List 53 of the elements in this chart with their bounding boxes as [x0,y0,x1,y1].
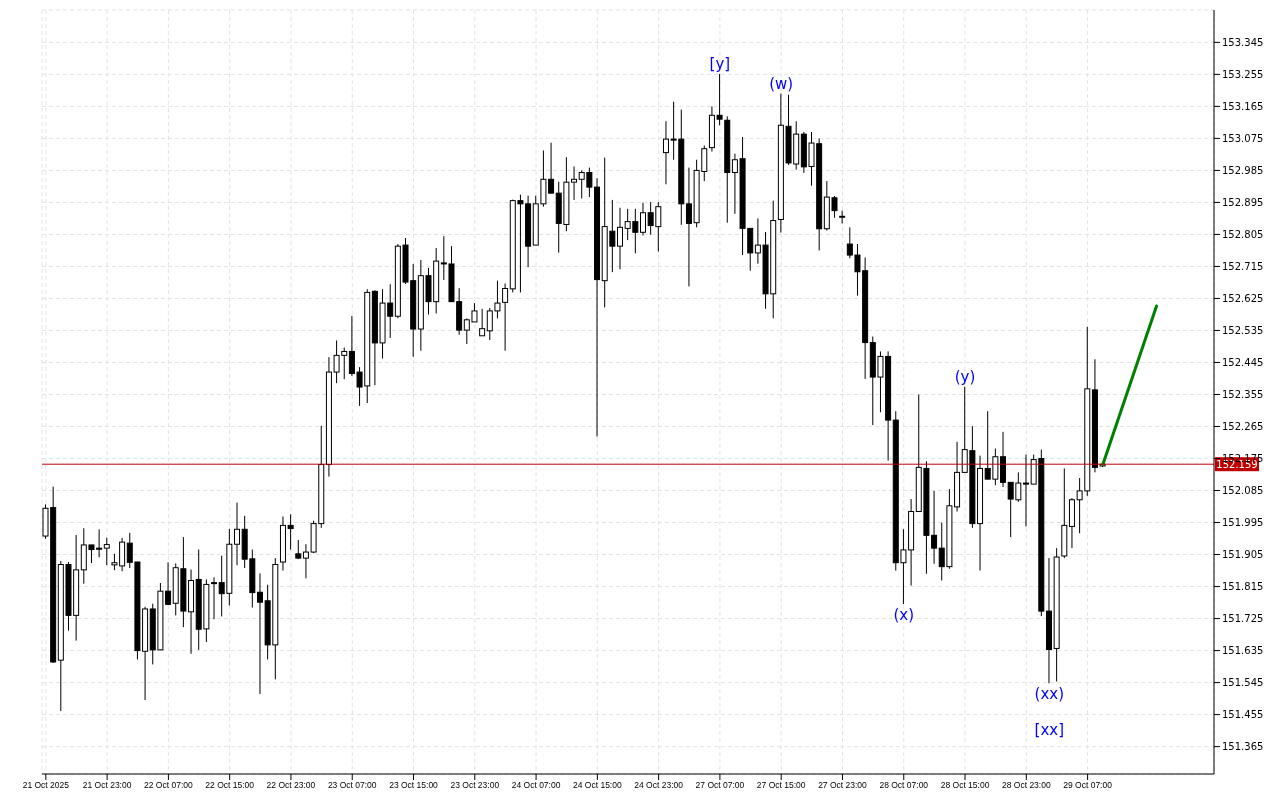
y-tick-label: 152.985 [1222,164,1264,176]
y-tick-label: 153.345 [1222,36,1264,48]
x-tick-label: 23 Oct 07:00 [327,780,377,791]
y-tick-label: 152.625 [1222,293,1264,305]
candlestick [617,207,624,270]
x-tick-label: 24 Oct 23:00 [634,780,684,791]
candlestick [1023,454,1029,527]
y-tick-label: 152.085 [1222,485,1264,497]
y-tick-label: 152.715 [1222,261,1264,272]
annotation: [xx] [1034,721,1065,740]
y-tick-label: 151.725 [1222,613,1264,625]
x-tick-label: 21 Oct 2025 [22,780,70,791]
x-tick-label: 28 Oct 15:00 [940,780,990,791]
x-tick-label: 23 Oct 15:00 [389,780,439,791]
y-tick-label: 153.075 [1222,132,1264,144]
x-tick-label: 23 Oct 23:00 [450,780,500,791]
y-tick-label: 151.365 [1222,741,1264,753]
annotation: [y] [709,55,731,74]
x-tick-label: 24 Oct 15:00 [573,780,622,791]
y-tick-label: 151.995 [1222,517,1264,529]
x-tick-label: 29 Oct 07:00 [1063,780,1113,791]
x-tick-label: 22 Oct 23:00 [266,780,316,791]
annotation: (y) [954,367,976,386]
candlestick [234,502,240,566]
x-tick-label: 27 Oct 15:00 [756,780,806,791]
y-tick-label: 151.545 [1222,677,1264,689]
y-tick-label: 152.805 [1222,228,1264,240]
x-tick-label: 27 Oct 23:00 [818,780,868,791]
annotation: (x) [893,605,915,624]
y-tick-label: 153.165 [1222,100,1264,112]
y-tick-label: 152.355 [1222,389,1264,401]
candlestick [211,576,218,620]
x-tick-label: 24 Oct 07:00 [511,780,561,791]
x-tick-label: 22 Oct 07:00 [144,780,193,791]
y-tick-label: 152.445 [1222,357,1264,369]
x-tick-label: 27 Oct 07:00 [695,780,745,791]
y-tick-label: 153.255 [1222,68,1264,80]
candlestick [103,537,110,566]
y-tick-label: 152.265 [1222,421,1264,433]
candlestick [479,308,486,337]
annotation: (xx) [1034,685,1065,704]
y-tick-label: 152.895 [1222,196,1264,208]
x-tick-label: 28 Oct 23:00 [1001,780,1051,791]
x-tick-label: 28 Oct 07:00 [879,780,929,791]
y-tick-label: 152.535 [1222,325,1264,337]
y-tick-label: 151.455 [1222,709,1264,721]
y-tick-label: 151.905 [1222,549,1264,561]
y-tick-label: 151.635 [1222,645,1264,657]
x-tick-label: 21 Oct 23:00 [82,780,132,791]
x-tick-label: 22 Oct 15:00 [205,780,255,791]
y-tick-label: 151.815 [1222,581,1264,593]
candlestick [639,202,646,236]
annotation: (w) [769,74,794,93]
